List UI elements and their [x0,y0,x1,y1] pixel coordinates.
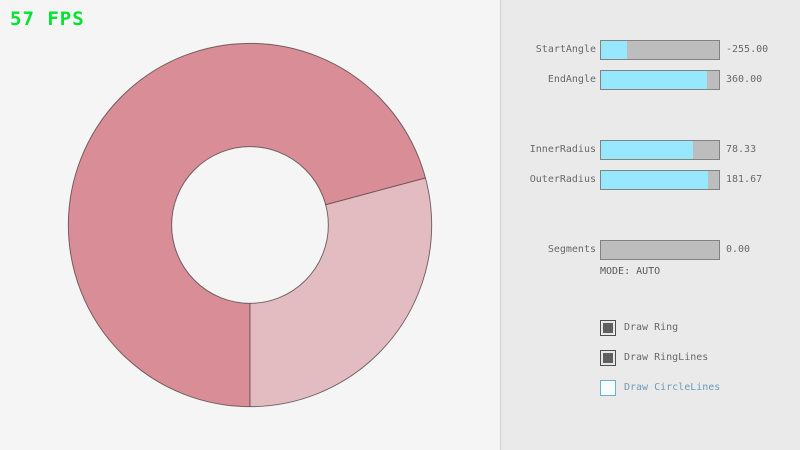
end-angle-label: EndAngle [547,74,596,85]
ring-edge-end [325,177,426,206]
inner-radius-label: InnerRadius [529,144,596,155]
end-angle-slider[interactable] [600,70,720,90]
start-angle-slider[interactable] [600,40,720,60]
ring-single-sector [250,177,432,407]
start-angle-label: StartAngle [535,44,596,55]
start-angle-value: -255.00 [726,44,769,55]
draw-ring-checkbox[interactable] [600,320,616,336]
fps-counter: 57 FPS [10,8,85,30]
outer-radius-label: OuterRadius [529,174,596,185]
end-angle-slider-fill [601,71,708,89]
segments-value: 0.00 [726,244,751,255]
segments-mode-text: MODE: AUTO [600,266,661,277]
outer-radius-slider-fill [601,171,709,189]
draw-ring-checkmark [603,323,613,333]
draw-circlelines-checkbox-label: Draw CircleLines [624,382,721,393]
inner-radius-slider-fill [601,141,694,159]
ring-canvas [67,42,433,408]
draw-ringlines-checkbox[interactable] [600,350,616,366]
segments-slider[interactable] [600,240,720,260]
end-angle-value: 360.00 [726,74,763,85]
start-angle-slider-fill [601,41,627,59]
inner-radius-value: 78.33 [726,144,757,155]
outer-radius-value: 181.67 [726,174,763,185]
ring-inner-outline [171,146,329,304]
draw-ring-checkbox-label: Draw Ring [624,322,679,333]
draw-ringlines-checkbox-label: Draw RingLines [624,352,709,363]
segments-label: Segments [547,244,596,255]
draw-ringlines-checkmark [603,353,613,363]
draw-circlelines-checkbox[interactable] [600,380,616,396]
inner-radius-slider[interactable] [600,140,720,160]
outer-radius-slider[interactable] [600,170,720,190]
